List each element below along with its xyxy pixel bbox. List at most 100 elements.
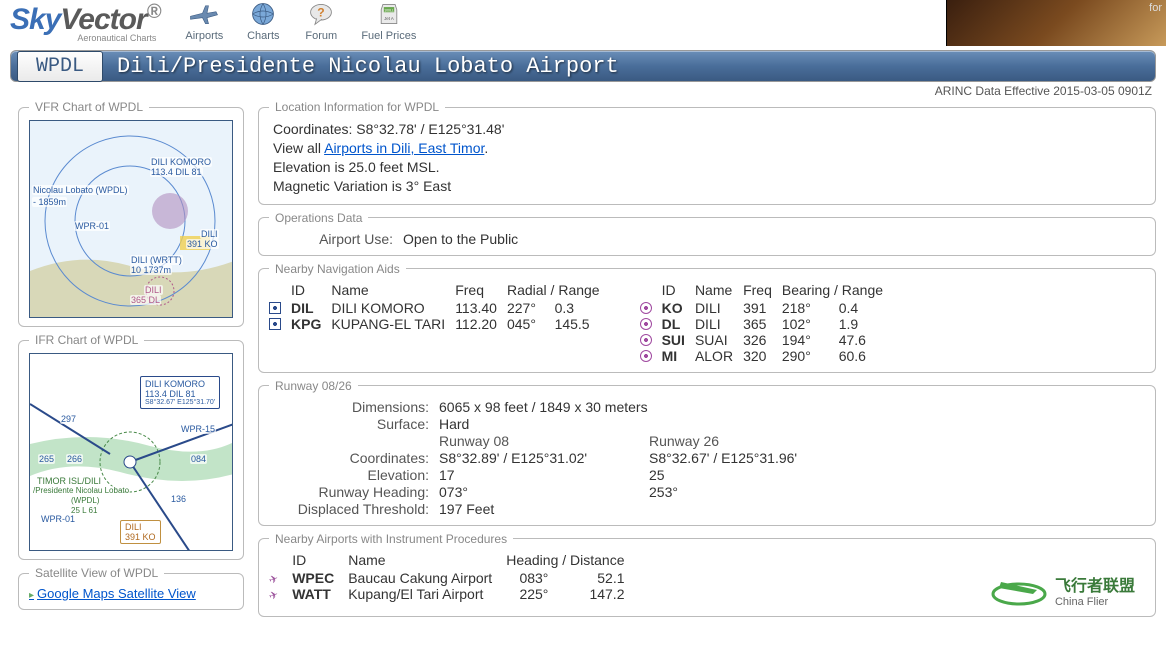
airplane-icon bbox=[186, 0, 222, 28]
footer-logo-en: China Flier bbox=[1055, 596, 1135, 608]
ifr-label: 265 bbox=[38, 454, 55, 464]
ifr-chart[interactable]: DILI KOMORO 113.4 DIL 81 S8°32.67' E125°… bbox=[29, 353, 233, 551]
cell: 290° bbox=[782, 348, 839, 364]
bubble-icon: ? bbox=[303, 0, 339, 28]
navaid-row: SUI SUAI 326 194° 47.6 bbox=[640, 332, 893, 348]
ifr-panel: IFR Chart of WPDL DILI KOMORO 113.4 DIL … bbox=[18, 333, 244, 560]
rwy-dim: 6065 x 98 feet / 1849 x 30 meters bbox=[439, 399, 859, 415]
cell: Baucau Cakung Airport bbox=[348, 570, 506, 586]
ndb-icon bbox=[640, 318, 652, 330]
ifr-label: /Presidente Nicolau Lobato bbox=[32, 486, 130, 495]
ad-banner[interactable]: for bbox=[946, 0, 1166, 46]
vfr-label: DILI bbox=[200, 229, 219, 239]
location-magvar: Magnetic Variation is 3° East bbox=[273, 177, 1145, 196]
sat-legend: Satellite View of WPDL bbox=[29, 566, 164, 580]
ifr-label-text: DILI KOMORO bbox=[145, 379, 215, 389]
cell: 1.9 bbox=[839, 316, 893, 332]
loc-viewall-post: . bbox=[484, 140, 488, 156]
cell: 47.6 bbox=[839, 332, 893, 348]
airports-region-link[interactable]: Airports in Dili, East Timor bbox=[324, 140, 484, 156]
satellite-link[interactable]: Google Maps Satellite View bbox=[29, 586, 196, 601]
nav-forum[interactable]: ? Forum bbox=[303, 0, 339, 42]
cell: KO bbox=[662, 300, 695, 316]
rwy-26-elev: 25 bbox=[649, 467, 859, 483]
footer-logo-icon bbox=[989, 572, 1049, 608]
vfr-panel: VFR Chart of WPDL DILI KOMORO 113.4 DIL … bbox=[18, 100, 244, 327]
cell: 194° bbox=[782, 332, 839, 348]
loc-viewall-pre: View all bbox=[273, 140, 324, 156]
rwy-26-coords: S8°32.67' / E125°31.96' bbox=[649, 450, 859, 466]
cell: DILI KOMORO bbox=[331, 300, 455, 316]
col-radial: Radial / Range bbox=[507, 282, 610, 300]
cell: DL bbox=[662, 316, 695, 332]
vfr-label: 365 DL bbox=[130, 295, 161, 305]
top-bar: SkyVector® Aeronautical Charts Airports … bbox=[0, 0, 1166, 48]
col-name: Name bbox=[331, 282, 455, 300]
cell: 52.1 bbox=[578, 570, 638, 586]
location-viewall: View all Airports in Dili, East Timor. bbox=[273, 139, 1145, 158]
vor-icon bbox=[269, 302, 281, 314]
navaids-legend: Nearby Navigation Aids bbox=[269, 262, 406, 276]
ifr-label: 084 bbox=[190, 454, 207, 464]
nav-fuel-label: Fuel Prices bbox=[361, 30, 416, 42]
cell: KUPANG-EL TARI bbox=[331, 316, 455, 332]
ndb-icon bbox=[640, 334, 652, 346]
cell: 218° bbox=[782, 300, 839, 316]
footer-logo[interactable]: 飞行者联盟 China Flier bbox=[989, 572, 1135, 608]
vfr-label: 391 KO bbox=[186, 239, 219, 249]
col-name: Name bbox=[348, 552, 506, 570]
logo[interactable]: SkyVector® Aeronautical Charts bbox=[10, 2, 160, 43]
cell: 365 bbox=[743, 316, 782, 332]
vfr-label: DILI (WRTT) bbox=[130, 255, 183, 265]
ndb-icon bbox=[640, 302, 652, 314]
cell: 0.4 bbox=[839, 300, 893, 316]
ifr-label-text: S8°32.67' E125°31.70' bbox=[145, 399, 215, 406]
navaids-right: ID Name Freq Bearing / Range KO DILI 391… bbox=[640, 282, 893, 364]
vfr-label: WPR-01 bbox=[74, 221, 110, 231]
cell: KPG bbox=[291, 316, 331, 332]
cell: 227° bbox=[507, 300, 555, 316]
vfr-label: 10 1737m bbox=[130, 265, 172, 275]
rwy-08-elev: 17 bbox=[439, 467, 649, 483]
cell: 083° bbox=[506, 570, 578, 586]
rwy-label: Surface: bbox=[269, 416, 439, 432]
col-name: Name bbox=[695, 282, 743, 300]
cell: 112.20 bbox=[455, 316, 507, 332]
airport-row: ✈ WATT Kupang/El Tari Airport 225° 147.2 bbox=[269, 586, 639, 602]
vfr-chart[interactable]: DILI KOMORO 113.4 DIL 81 Nicolau Lobato … bbox=[29, 120, 233, 318]
logo-part2: Vector bbox=[60, 3, 146, 36]
ifr-legend: IFR Chart of WPDL bbox=[29, 333, 144, 347]
svg-text:100LL: 100LL bbox=[384, 8, 394, 12]
cell: 102° bbox=[782, 316, 839, 332]
footer-logo-cn: 飞行者联盟 bbox=[1055, 572, 1135, 596]
rwy-label: Elevation: bbox=[269, 467, 439, 483]
cell: 60.6 bbox=[839, 348, 893, 364]
location-panel: Location Information for WPDL Coordinate… bbox=[258, 100, 1156, 205]
cell: 145.5 bbox=[555, 316, 610, 332]
navaids-panel: Nearby Navigation Aids ID Name Freq Radi… bbox=[258, 262, 1156, 373]
cell: DILI bbox=[695, 316, 743, 332]
ifr-label-text: 113.4 DIL 81 bbox=[145, 389, 215, 399]
nav-fuel[interactable]: 100LLJet A Fuel Prices bbox=[361, 0, 416, 42]
runway-panel: Runway 08/26 Dimensions: 6065 x 98 feet … bbox=[258, 379, 1156, 526]
navaid-row: DIL DILI KOMORO 113.40 227° 0.3 bbox=[269, 300, 610, 316]
nav-forum-label: Forum bbox=[303, 30, 339, 42]
nav-charts[interactable]: Charts bbox=[245, 0, 281, 42]
location-elevation: Elevation is 25.0 feet MSL. bbox=[273, 158, 1145, 177]
ndb-icon bbox=[640, 350, 652, 362]
cell: SUAI bbox=[695, 332, 743, 348]
vfr-label: Nicolau Lobato (WPDL) bbox=[32, 185, 129, 195]
airport-row: ✈ WPEC Baucau Cakung Airport 083° 52.1 bbox=[269, 570, 639, 586]
data-effective: ARINC Data Effective 2015-03-05 0901Z bbox=[0, 82, 1166, 100]
cell: MI bbox=[662, 348, 695, 364]
nav-airports[interactable]: Airports bbox=[185, 0, 223, 42]
col-freq: Freq bbox=[455, 282, 507, 300]
globe-icon bbox=[245, 0, 281, 28]
cell: 0.3 bbox=[555, 300, 610, 316]
ifr-label: TIMOR ISL/DILI bbox=[36, 476, 102, 486]
ifr-label-text: DILI bbox=[125, 522, 156, 532]
ad-text: for bbox=[1149, 2, 1162, 14]
navaid-row: MI ALOR 320 290° 60.6 bbox=[640, 348, 893, 364]
title-bar: WPDL Dili/Presidente Nicolau Lobato Airp… bbox=[10, 50, 1156, 82]
rwy-head-26: Runway 26 bbox=[649, 433, 859, 449]
